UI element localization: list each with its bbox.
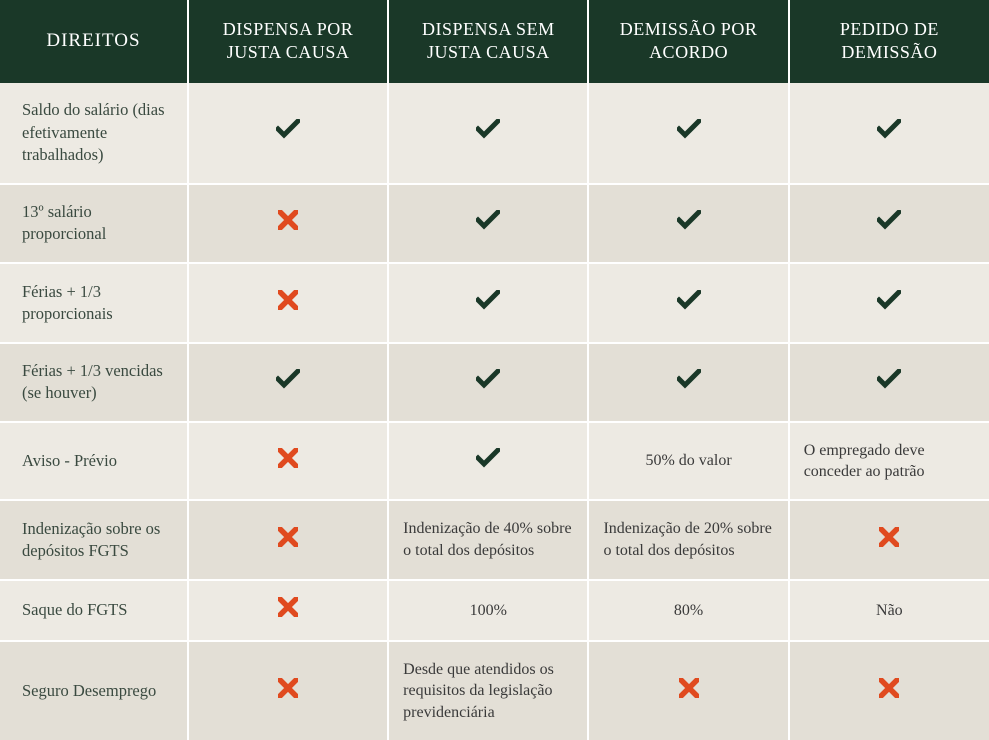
table-row: Saldo do salário (dias efetivamente trab… — [0, 83, 989, 184]
table-cell — [789, 184, 989, 263]
table-cell: Desde que atendidos os requisitos da leg… — [388, 641, 588, 740]
table-header-row: DIREITOS DISPENSA POR JUSTA CAUSA DISPEN… — [0, 0, 989, 83]
comparison-table: DIREITOS DISPENSA POR JUSTA CAUSA DISPEN… — [0, 0, 989, 740]
cross-icon — [278, 678, 298, 698]
table-cell — [789, 263, 989, 342]
row-label: Férias + 1/3 vencidas (se houver) — [0, 343, 188, 422]
table-cell: 100% — [388, 580, 588, 641]
table-row: 13º salário proporcional — [0, 184, 989, 263]
table-cell — [789, 641, 989, 740]
header-dispensa-justa-causa: DISPENSA POR JUSTA CAUSA — [188, 0, 388, 83]
table-cell — [188, 641, 388, 740]
table-row: Seguro Desemprego Desde que atendidos os … — [0, 641, 989, 740]
check-icon — [476, 290, 500, 310]
table-cell — [188, 263, 388, 342]
check-icon — [677, 119, 701, 139]
row-label: Seguro Desemprego — [0, 641, 188, 740]
table-cell — [388, 184, 588, 263]
table-row: Saque do FGTS 100%80%Não — [0, 580, 989, 641]
cross-icon — [879, 678, 899, 698]
table-cell — [588, 83, 788, 184]
row-label: Saque do FGTS — [0, 580, 188, 641]
check-icon — [476, 369, 500, 389]
row-label: Férias + 1/3 proporcionais — [0, 263, 188, 342]
table-row: Férias + 1/3 vencidas (se houver) — [0, 343, 989, 422]
table-cell — [388, 263, 588, 342]
header-demissao-acordo: DEMISSÃO POR ACORDO — [588, 0, 788, 83]
check-icon — [877, 290, 901, 310]
row-label: Indenização sobre os depósitos FGTS — [0, 500, 188, 579]
table-cell: O empregado deve conceder ao patrão — [789, 422, 989, 500]
check-icon — [476, 119, 500, 139]
cross-icon — [879, 527, 899, 547]
row-label: Saldo do salário (dias efetivamente trab… — [0, 83, 188, 184]
header-direitos: DIREITOS — [0, 0, 188, 83]
header-pedido-demissao: PEDIDO DE DEMISSÃO — [789, 0, 989, 83]
check-icon — [677, 290, 701, 310]
table-cell — [388, 422, 588, 500]
table-row: Férias + 1/3 proporcionais — [0, 263, 989, 342]
table-cell — [188, 500, 388, 579]
table-cell — [588, 184, 788, 263]
check-icon — [677, 369, 701, 389]
check-icon — [877, 369, 901, 389]
table-cell: 50% do valor — [588, 422, 788, 500]
table-cell: Indenização de 40% sobre o total dos dep… — [388, 500, 588, 579]
table-cell — [588, 343, 788, 422]
row-label: Aviso - Prévio — [0, 422, 188, 500]
check-icon — [877, 119, 901, 139]
table-cell — [388, 83, 588, 184]
table-cell — [188, 184, 388, 263]
table-cell — [388, 343, 588, 422]
check-icon — [276, 369, 300, 389]
table-cell: Não — [789, 580, 989, 641]
check-icon — [476, 210, 500, 230]
check-icon — [877, 210, 901, 230]
comparison-table-container: DIREITOS DISPENSA POR JUSTA CAUSA DISPEN… — [0, 0, 989, 740]
table-cell — [789, 500, 989, 579]
table-cell — [588, 641, 788, 740]
check-icon — [677, 210, 701, 230]
cross-icon — [278, 597, 298, 617]
table-row: Indenização sobre os depósitos FGTS Inden… — [0, 500, 989, 579]
cross-icon — [278, 210, 298, 230]
table-cell: Indenização de 20% sobre o total dos dep… — [588, 500, 788, 579]
cross-icon — [278, 527, 298, 547]
table-cell: 80% — [588, 580, 788, 641]
table-body: Saldo do salário (dias efetivamente trab… — [0, 83, 989, 740]
table-cell — [588, 263, 788, 342]
table-cell — [188, 422, 388, 500]
row-label: 13º salário proporcional — [0, 184, 188, 263]
check-icon — [476, 448, 500, 468]
cross-icon — [278, 290, 298, 310]
table-cell — [188, 343, 388, 422]
table-cell — [188, 580, 388, 641]
table-cell — [789, 83, 989, 184]
table-cell — [188, 83, 388, 184]
check-icon — [276, 119, 300, 139]
header-dispensa-sem-justa-causa: DISPENSA SEM JUSTA CAUSA — [388, 0, 588, 83]
cross-icon — [679, 678, 699, 698]
table-cell — [789, 343, 989, 422]
table-row: Aviso - Prévio 50% do valorO empregado de… — [0, 422, 989, 500]
cross-icon — [278, 448, 298, 468]
